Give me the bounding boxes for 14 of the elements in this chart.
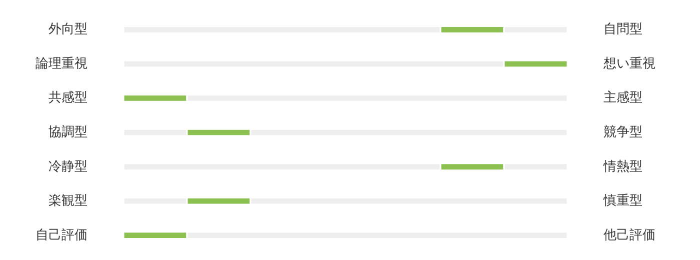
text: 競争型 — [604, 125, 642, 140]
y-tick-label: 自己評価 — [36, 228, 88, 243]
y-tick-label: 冷静型 — [48, 159, 88, 174]
text: 他己評価 — [604, 228, 656, 243]
y-tick-label: 論理重視 — [36, 56, 88, 72]
y-tick-label: 楽観型 — [48, 194, 88, 209]
text: 想い重視 — [602, 56, 656, 72]
y-tick-label: 外向型 — [48, 22, 88, 38]
text: 情熱型 — [602, 159, 642, 174]
text: 慎重型 — [602, 194, 642, 209]
y-tick-label: 協調型 — [48, 125, 88, 140]
text: 主感型 — [604, 90, 642, 106]
y-tick-label: 共感型 — [48, 90, 88, 106]
text: 自問型 — [604, 22, 642, 38]
